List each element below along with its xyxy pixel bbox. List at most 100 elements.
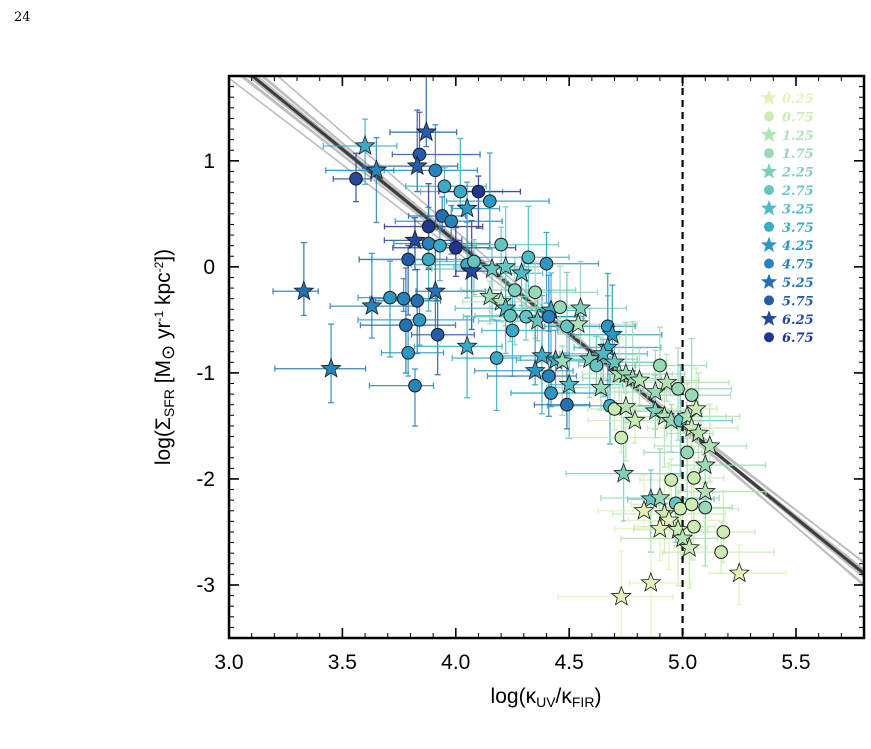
data-point-circle (444, 214, 459, 229)
data-point-star (531, 344, 553, 365)
data-point-circle (714, 545, 728, 559)
tick-labels: 3.0 3.5 4.0 4.5 5.0 5.5 1 0 -1 -2 -3 (196, 150, 810, 674)
data-point-circle (671, 382, 685, 396)
data-point-star (658, 509, 680, 530)
data-point-circle (503, 308, 518, 323)
data-point-circle (687, 471, 701, 485)
y-tick-label: 0 (203, 256, 215, 279)
data-point-star (649, 486, 671, 508)
legend-label: 2.75 (781, 184, 814, 199)
legend-label: 1.75 (782, 147, 814, 162)
error-bar (368, 368, 435, 427)
data-point-circle (448, 240, 463, 255)
data-point-star (320, 357, 342, 378)
data-point-circle (541, 309, 556, 324)
legend-item: 6.75 (764, 331, 814, 346)
legend-star-icon (760, 89, 778, 105)
data-point-circle (410, 294, 425, 308)
legend-label: 6.75 (782, 331, 814, 346)
data-point-star (524, 359, 546, 380)
legend-star-icon (760, 236, 778, 253)
data-point-star (656, 371, 678, 392)
data-point-circle (539, 256, 554, 271)
data-point-star (592, 342, 614, 363)
data-point-circle (673, 501, 688, 516)
x-tick-label: 5.0 (668, 651, 697, 674)
data-point-star (601, 323, 623, 344)
data-point-circle (507, 283, 522, 297)
data-point-star (628, 369, 651, 390)
data-point-circle (489, 351, 504, 365)
y-tick-label: -3 (196, 574, 215, 597)
plot-frame (227, 74, 866, 640)
data-point-circle (614, 430, 629, 445)
data-point-star (354, 134, 376, 156)
legend-label: 3.75 (782, 221, 814, 236)
data-point-circle (519, 309, 533, 324)
error-bars (272, 76, 787, 638)
legend-label: 3.25 (782, 202, 814, 217)
data-point-star (579, 347, 601, 369)
x-tick-label: 3.5 (328, 651, 357, 674)
data-point-circle (664, 473, 679, 487)
data-point-circle (349, 172, 363, 186)
data-point-circle (653, 358, 667, 373)
legend-item: 0.25 (760, 89, 814, 107)
data-point-star (633, 499, 655, 520)
data-point-circle (528, 285, 542, 300)
x-tick-label: 5.5 (781, 651, 810, 674)
page-number: 24 (14, 10, 31, 25)
data-point-star (610, 585, 632, 606)
data-point-star (456, 335, 478, 356)
data-point-star (293, 280, 315, 301)
data-point-star (424, 280, 446, 301)
data-point-circle (396, 291, 411, 306)
legend-star-icon (760, 163, 778, 179)
data-point-star (365, 159, 387, 180)
data-point-circle (684, 388, 699, 402)
data-point-circle (541, 369, 556, 383)
data-markers (293, 121, 750, 606)
data-point-circle (421, 236, 436, 251)
data-point-circle (453, 184, 468, 199)
data-point-star (461, 259, 483, 281)
data-point-circle (430, 327, 445, 342)
legend-circle-icon (764, 185, 774, 195)
data-point-star (644, 399, 666, 421)
data-point-star (624, 409, 646, 430)
y-tick-label: 1 (203, 150, 215, 173)
data-point-circle (553, 300, 567, 314)
legend-circle-icon (764, 148, 774, 159)
x-axis-title: log(κUV/κFIR) (491, 685, 602, 710)
data-point-star (687, 422, 710, 443)
data-point-star (569, 297, 592, 318)
data-point-star (640, 571, 662, 592)
data-point-circle (437, 179, 452, 194)
error-bar (629, 539, 692, 638)
x-tick-label: 3.0 (214, 651, 243, 674)
data-point-star (649, 517, 671, 538)
legend-label: 0.25 (782, 92, 814, 107)
legend-item: 1.25 (760, 126, 814, 144)
data-point-star (590, 376, 612, 397)
data-point-circle (684, 497, 699, 512)
legend-label: 5.25 (782, 276, 814, 291)
data-point-circle (412, 147, 427, 162)
legend-label: 4.75 (782, 258, 814, 273)
error-bar (272, 241, 319, 317)
legend: 0.25 0.75 1.25 1.75 2.25 2.75 3.25 3.75 4.25 4.75… (760, 89, 814, 346)
y-axis-title: log(ΣSFR [M⊙ yr-1 kpc-2]) (152, 249, 178, 465)
legend-item: 4.75 (764, 258, 814, 273)
data-point-circle (401, 345, 415, 360)
legend-item: 2.75 (764, 184, 814, 199)
x-tick-label: 4.0 (441, 651, 470, 674)
data-point-star (678, 536, 700, 557)
data-point-star (694, 454, 716, 475)
data-point-circle (494, 237, 508, 252)
y-tick-label: -2 (196, 468, 215, 491)
legend-star-icon (760, 273, 778, 289)
data-point-circle (716, 525, 731, 539)
data-point-circle (698, 500, 713, 515)
data-point-star (406, 154, 428, 176)
